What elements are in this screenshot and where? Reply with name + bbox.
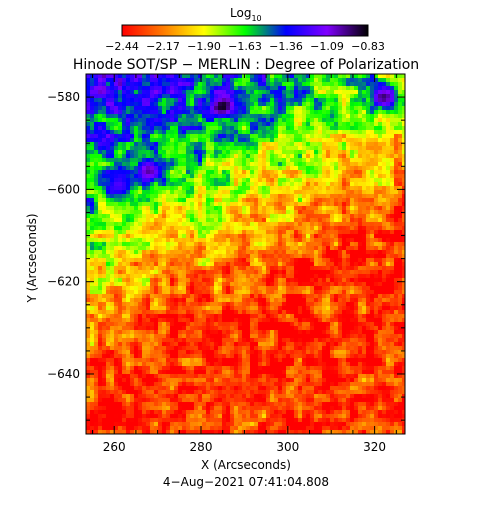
x-tick-label: 320 <box>363 440 386 454</box>
colorbar-gradient <box>121 24 369 37</box>
heatmap-image <box>86 74 405 434</box>
x-axis-label: X (Arcseconds) <box>201 458 291 472</box>
colorbar: Log10 −2.44 −2.17 −1.90 −1.63 −1.36 −1.09 −0.8… <box>105 6 385 53</box>
timestamp: 4−Aug−2021 07:41:04.808 <box>163 475 329 489</box>
colorbar-tick-label: −0.83 <box>351 40 385 53</box>
colorbar-label: Log10 <box>230 6 262 23</box>
colorbar-tick-label: −2.17 <box>146 40 180 53</box>
y-axis-label: Y (Arcseconds) <box>25 213 39 303</box>
y-axis: −580 −600 −620 −640 <box>47 73 405 421</box>
colorbar-label-subscript: 10 <box>251 14 261 23</box>
chart-title: Hinode SOT/SP − MERLIN : Degree of Polar… <box>73 57 419 73</box>
x-tick-label: 280 <box>190 440 213 454</box>
y-tick-label: −580 <box>47 90 80 104</box>
colorbar-tick-label: −1.90 <box>187 40 221 53</box>
colorbar-tick-label: −1.36 <box>269 40 303 53</box>
x-tick-label: 300 <box>276 440 299 454</box>
plot-frame <box>85 73 406 435</box>
colorbar-tick-label: −1.09 <box>310 40 344 53</box>
y-tick-label: −600 <box>47 182 80 196</box>
y-tick-label: −640 <box>47 367 80 381</box>
x-tick-label: 260 <box>103 440 126 454</box>
x-axis: 260 280 300 320 <box>92 74 397 454</box>
y-tick-label: −620 <box>47 275 80 289</box>
colorbar-tick-label: −1.63 <box>228 40 262 53</box>
colorbar-ticks: −2.44 −2.17 −1.90 −1.63 −1.36 −1.09 −0.83 <box>105 40 385 53</box>
colorbar-tick-label: −2.44 <box>105 40 139 53</box>
